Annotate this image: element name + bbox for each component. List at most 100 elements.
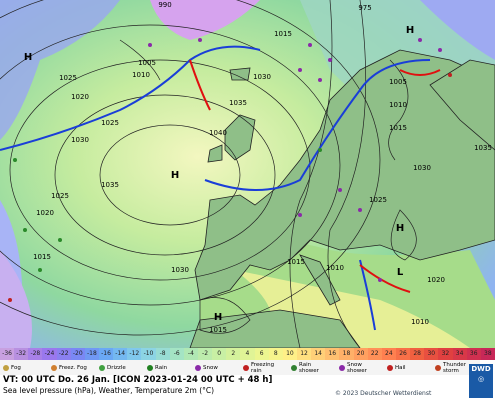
isobar-label: 1030 bbox=[253, 73, 271, 81]
weather-symbol bbox=[318, 78, 322, 82]
weather-legend-item: Hail bbox=[384, 360, 432, 375]
isobar-label: 1025 bbox=[51, 192, 69, 200]
weather-legend-item: Snow shower bbox=[336, 360, 384, 375]
isobar-label: 1015 bbox=[389, 124, 407, 132]
map-description: Sea level pressure (hPa), Weather, Tempe… bbox=[3, 386, 215, 395]
weather-icon bbox=[3, 364, 9, 371]
weather-label: Hail bbox=[395, 364, 406, 371]
weather-legend: Fog Freez. Fog Drizzle Rain Snow Freezing rai… bbox=[0, 360, 480, 375]
isobar-label: 990 bbox=[158, 1, 171, 9]
scale-cell: -6 bbox=[169, 348, 184, 360]
pressure-center: H bbox=[214, 312, 222, 323]
isobar-label: 1035 bbox=[474, 144, 492, 152]
scale-cell: -20 bbox=[70, 348, 85, 360]
weather-symbol bbox=[308, 43, 312, 47]
weather-symbol bbox=[418, 38, 422, 42]
weather-symbol bbox=[23, 228, 27, 232]
pressure-center: H bbox=[396, 223, 404, 234]
pressure-center: H bbox=[24, 52, 32, 63]
cold-area bbox=[0, 0, 120, 140]
scale-cell: 32 bbox=[438, 348, 453, 360]
isobar-label: 1015 bbox=[33, 253, 51, 261]
scale-cell: 4 bbox=[240, 348, 255, 360]
isobar-label: 1010 bbox=[411, 318, 429, 326]
scale-cell: 24 bbox=[381, 348, 396, 360]
weather-symbol bbox=[358, 208, 362, 212]
scale-cell: 22 bbox=[367, 348, 382, 360]
isobar-label: 1030 bbox=[413, 164, 431, 172]
weather-icon bbox=[243, 364, 249, 371]
isobar-label: 1020 bbox=[36, 209, 54, 217]
weather-label: Thunder storm bbox=[443, 361, 466, 374]
weather-icon bbox=[339, 364, 345, 371]
weather-legend-item: Snow bbox=[192, 360, 240, 375]
isobar-label: 1020 bbox=[71, 93, 89, 101]
weather-label: Rain bbox=[155, 364, 168, 371]
weather-legend-item: Freez. Fog bbox=[48, 360, 96, 375]
isobar-label: 1015 bbox=[209, 326, 227, 334]
weather-symbol bbox=[448, 73, 452, 77]
weather-icon bbox=[147, 364, 153, 371]
weather-label: Drizzle bbox=[107, 364, 126, 371]
weather-symbol bbox=[298, 68, 302, 72]
weather-legend-item: Rain bbox=[144, 360, 192, 375]
weather-label: Snow bbox=[203, 364, 218, 371]
isobar-label: 1010 bbox=[132, 71, 150, 79]
isobar-label: 1025 bbox=[101, 119, 119, 127]
scale-cell: 12 bbox=[296, 348, 312, 360]
weather-icon bbox=[51, 364, 57, 371]
scale-cell: -36 bbox=[0, 348, 15, 360]
scale-cell: 30 bbox=[424, 348, 439, 360]
isobars bbox=[0, 0, 417, 348]
scale-cell: 34 bbox=[452, 348, 467, 360]
weather-label: Rain shower bbox=[299, 361, 319, 374]
weather-symbol bbox=[298, 213, 302, 217]
weather-symbol bbox=[148, 43, 152, 47]
scale-cell: -22 bbox=[56, 348, 71, 360]
scale-cell: -10 bbox=[141, 348, 156, 360]
weather-symbol bbox=[13, 158, 17, 162]
weather-symbols bbox=[8, 38, 452, 302]
coastlines bbox=[189, 49, 495, 348]
valid-time: VT: 00 UTC Do. 26 Jan. [ICON 2023-01-24 … bbox=[3, 375, 273, 385]
scale-cell: 2 bbox=[226, 348, 241, 360]
weather-legend-item: Fog bbox=[0, 360, 48, 375]
scale-cell: 38 bbox=[480, 348, 495, 360]
weather-legend-item: Rain shower bbox=[288, 360, 336, 375]
isobar-label: 1005 bbox=[138, 59, 156, 67]
scale-cell: 28 bbox=[410, 348, 425, 360]
isobar-label: 1025 bbox=[369, 196, 387, 204]
pressure-center: L bbox=[397, 267, 404, 278]
isobar-label: 1040 bbox=[209, 129, 227, 137]
fronts bbox=[0, 45, 441, 331]
scale-cell: -4 bbox=[183, 348, 198, 360]
weather-symbol bbox=[198, 38, 202, 42]
scale-cell: 18 bbox=[339, 348, 354, 360]
isobar-label: 1005 bbox=[389, 78, 407, 86]
scale-cell: -14 bbox=[113, 348, 128, 360]
weather-label: Snow shower bbox=[347, 361, 367, 374]
weather-icon bbox=[291, 364, 297, 371]
weather-symbol bbox=[38, 268, 42, 272]
scale-cell: 16 bbox=[325, 348, 340, 360]
weather-icon bbox=[99, 364, 105, 371]
scale-cell: -16 bbox=[98, 348, 114, 360]
weather-symbol bbox=[8, 298, 12, 302]
cold-area bbox=[420, 0, 495, 60]
isobar-label: 975 bbox=[358, 4, 371, 12]
weather-symbol bbox=[328, 58, 332, 62]
weather-icon bbox=[435, 364, 441, 371]
scale-cell: -24 bbox=[42, 348, 57, 360]
scale-cell: 0 bbox=[212, 348, 227, 360]
weather-legend-item: Freezing rain bbox=[240, 360, 288, 375]
logo: DWD ◎ bbox=[469, 364, 493, 398]
isobar-label: 1025 bbox=[59, 74, 77, 82]
weather-label: Fog bbox=[11, 364, 21, 371]
weather-legend-item: Thunder storm bbox=[432, 360, 480, 375]
weather-icon bbox=[387, 364, 393, 371]
weather-label: Freezing rain bbox=[251, 361, 275, 374]
scale-cell: 36 bbox=[466, 348, 481, 360]
isobar-label: 1020 bbox=[427, 276, 445, 284]
isobar-label: 1030 bbox=[171, 266, 189, 274]
scale-cell: 6 bbox=[254, 348, 269, 360]
